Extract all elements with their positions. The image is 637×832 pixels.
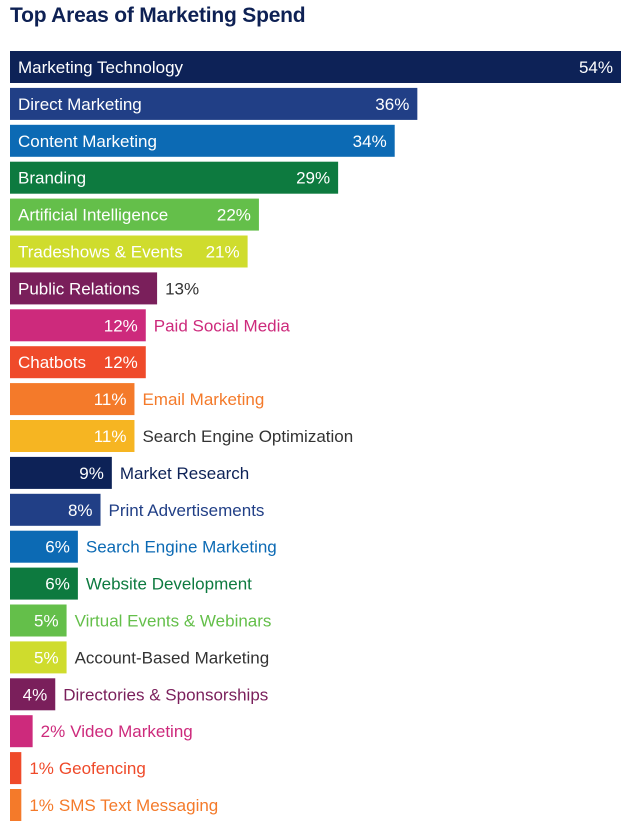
bar-value-label: 2% xyxy=(41,722,66,741)
bar xyxy=(10,235,248,268)
bar-category-label: Geofencing xyxy=(59,759,146,778)
bar-value-label: 6% xyxy=(45,575,70,594)
bar xyxy=(10,567,78,600)
bar-category-label: Virtual Events & Webinars xyxy=(75,612,272,631)
bar-value-label: 8% xyxy=(68,501,93,520)
bar-value-label: 34% xyxy=(353,132,387,151)
bar-category-label: Account-Based Marketing xyxy=(75,648,270,667)
bar-category-label: Search Engine Marketing xyxy=(86,538,277,557)
bar-value-label: 1% xyxy=(29,759,54,778)
bar-value-label: 11% xyxy=(94,427,127,446)
bar-value-label: 29% xyxy=(296,169,330,188)
bar xyxy=(10,678,56,711)
bar xyxy=(10,124,395,157)
bar-value-label: 5% xyxy=(34,648,59,667)
bar-category-label: Branding xyxy=(18,169,86,188)
bar xyxy=(10,383,135,416)
bar-value-label: 6% xyxy=(45,538,70,557)
bar xyxy=(10,51,621,83)
bar-category-label: Print Advertisements xyxy=(109,501,265,520)
bar xyxy=(10,641,67,674)
bar xyxy=(10,493,101,526)
bar-category-label: Public Relations xyxy=(18,279,140,298)
bar xyxy=(10,789,22,821)
bar-category-label: Website Development xyxy=(86,575,252,594)
bar xyxy=(10,752,22,785)
bar-value-label: 5% xyxy=(34,612,59,631)
bar xyxy=(10,198,259,231)
bar-category-label: Artificial Intelligence xyxy=(18,206,168,225)
bar-category-label: Direct Marketing xyxy=(18,95,142,114)
bar xyxy=(10,530,78,563)
bar-category-label: Paid Social Media xyxy=(154,316,291,335)
bar xyxy=(10,161,339,194)
bar-value-label: 21% xyxy=(206,243,240,262)
chart-title: Top Areas of Marketing Spend xyxy=(10,4,306,27)
bar-category-label: Market Research xyxy=(120,464,249,483)
bar-value-label: 11% xyxy=(94,390,127,409)
bar xyxy=(10,715,33,748)
bar-value-label: 54% xyxy=(579,58,613,77)
bar-value-label: 4% xyxy=(23,685,48,704)
bar-category-label: Chatbots xyxy=(18,353,86,372)
bar-category-label: Marketing Technology xyxy=(18,58,184,77)
bar-value-label: 1% xyxy=(29,796,54,815)
bar-category-label: Directories & Sponsorships xyxy=(63,685,268,704)
bar-category-label: Video Marketing xyxy=(70,722,193,741)
bar xyxy=(10,346,146,379)
bar xyxy=(10,309,146,342)
bar-value-label: 36% xyxy=(375,95,409,114)
bar xyxy=(10,272,158,305)
bar-category-label: Tradeshows & Events xyxy=(18,243,183,262)
bar-value-label: 12% xyxy=(104,316,138,335)
bar-category-label: Content Marketing xyxy=(18,132,157,151)
bar-value-label: 9% xyxy=(79,464,104,483)
bar-category-label: Search Engine Optimization xyxy=(142,427,353,446)
bar-value-label: 22% xyxy=(217,206,251,225)
bar-value-label: 13% xyxy=(165,279,199,298)
bar-category-label: Email Marketing xyxy=(142,390,264,409)
bar-category-label: SMS Text Messaging xyxy=(59,796,218,815)
bar xyxy=(10,420,135,452)
bar xyxy=(10,604,67,637)
bar xyxy=(10,456,112,489)
bar xyxy=(10,87,418,120)
bar-value-label: 12% xyxy=(104,353,138,372)
